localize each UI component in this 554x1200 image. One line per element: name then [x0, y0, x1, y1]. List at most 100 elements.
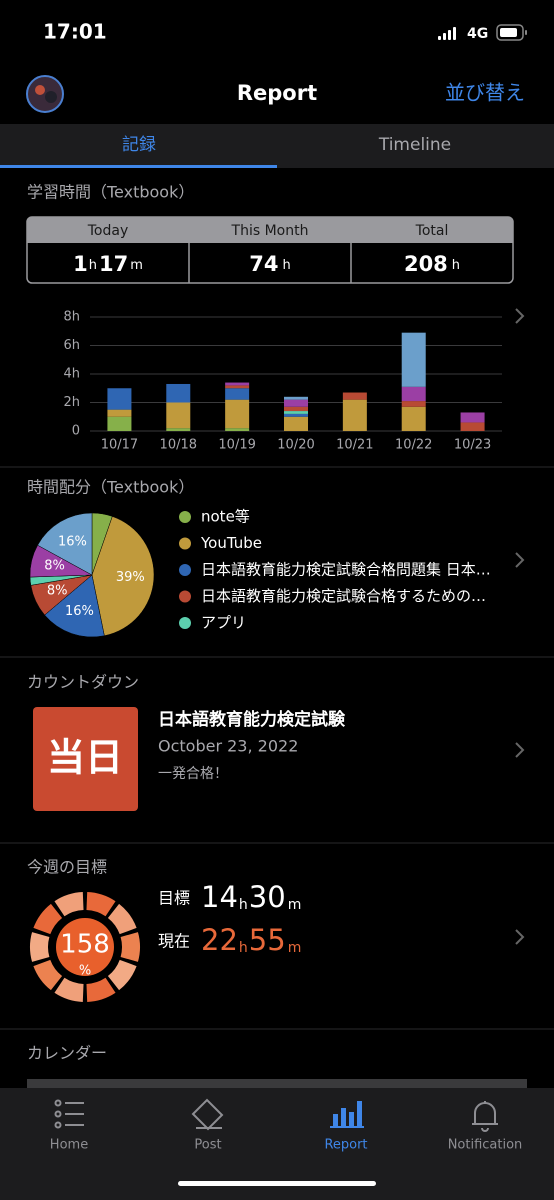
bar-segment [284, 413, 308, 417]
bar-segment [401, 332, 426, 387]
tab-label[interactable]: Report [324, 1138, 367, 1153]
ring-segment [107, 959, 137, 991]
column-label: Total [415, 223, 449, 239]
bar-segment [284, 399, 308, 407]
unit: h [282, 258, 290, 273]
bar-segment [401, 401, 426, 407]
unit: h [239, 940, 248, 956]
legend-label: 日本語教育能力検定試験合格するための… [201, 587, 486, 605]
bar-segment [284, 396, 308, 400]
slice-label: 39% [116, 570, 145, 585]
bar-segment [460, 412, 485, 423]
bar-segment [225, 388, 250, 400]
bar-segment [401, 406, 426, 431]
legend-swatch [179, 590, 191, 603]
today-value: 1h17 m [73, 252, 143, 276]
pie-slice [91, 516, 155, 637]
tab-label[interactable]: Home [50, 1138, 88, 1153]
x-tick-label: 10/20 [277, 438, 314, 453]
bar-segment [225, 428, 250, 431]
bar-segment [342, 399, 367, 431]
post-icon[interactable] [191, 1098, 224, 1131]
bar-segment [284, 411, 308, 414]
unit: m [288, 940, 302, 956]
number: 1 [73, 252, 88, 276]
bar-segment [107, 409, 132, 417]
tab[interactable]: 記録 [122, 135, 156, 155]
chevron[interactable] [515, 929, 525, 945]
countdown-name: 日本語教育能力検定試験 [158, 709, 346, 730]
bar-segment [342, 392, 367, 400]
signal-icon [438, 27, 456, 40]
legend-label: 日本語教育能力検定試験合格問題集 日本… [201, 561, 491, 579]
slice-label: 16% [65, 604, 94, 619]
y-tick-label: 4h [63, 367, 80, 382]
x-tick-label: 10/21 [336, 438, 373, 453]
section-title: カレンダー [27, 1044, 107, 1063]
section-title: 今週の目標 [27, 858, 107, 877]
y-tick-label: 2h [63, 395, 80, 410]
countdown-badge [33, 707, 138, 811]
percent: 158 [60, 930, 110, 960]
ring-segment [86, 892, 116, 917]
tab-label[interactable]: Notification [448, 1138, 523, 1153]
unit: h [239, 897, 248, 913]
pie-chart[interactable]: 39% 16% 8% 8% 16% note等 YouTube 日本語教育能力検定試験合格問題… [29, 508, 491, 638]
unit: m [130, 258, 143, 273]
slice-label: 8% [47, 584, 68, 599]
column-label: Today [87, 223, 129, 239]
bar-chart[interactable]: 0 2h 4h 6h 8h 10/17 10/18 10/19 10/20 10/21 10/22 1… [63, 310, 502, 453]
home-icon[interactable] [54, 1099, 85, 1129]
avatar[interactable] [26, 75, 64, 113]
tab[interactable]: Timeline [378, 135, 451, 155]
goal-ring [29, 892, 140, 1002]
bar-segment [460, 422, 485, 431]
bar-segment [225, 382, 250, 386]
ring-segment [33, 903, 63, 935]
bar-segment [166, 402, 191, 429]
x-tick-label: 10/18 [160, 438, 197, 453]
legend-swatch [179, 537, 191, 550]
legend-swatch [179, 511, 191, 523]
ring-segment [86, 977, 116, 1002]
x-tick-label: 10/17 [101, 438, 138, 453]
tab-strip [0, 124, 554, 168]
ring-segment [120, 932, 140, 962]
section-title: 時間配分（Textbook） [27, 478, 194, 497]
ring-center [56, 918, 114, 976]
sort-button[interactable]: 並び替え [445, 81, 525, 105]
x-tick-label: 10/23 [454, 438, 491, 453]
number: 30 [249, 880, 286, 914]
ring-segment [54, 977, 84, 1002]
section-title: 学習時間（Textbook） [27, 183, 194, 202]
tab-indicator [0, 165, 277, 168]
legend-label: note等 [201, 508, 250, 526]
notification-icon[interactable] [472, 1101, 498, 1132]
countdown-note: 一発合格！ [158, 766, 228, 782]
y-tick-label: 8h [63, 310, 80, 325]
bar-segment [107, 388, 132, 410]
chevron[interactable] [515, 552, 525, 568]
bar-segment [401, 386, 426, 402]
percent-sign: % [79, 964, 91, 979]
number: 17 [99, 252, 128, 276]
y-tick-label: 6h [63, 338, 80, 353]
tab-label[interactable]: Post [194, 1138, 221, 1153]
bar-segment [225, 399, 250, 429]
chevron[interactable] [515, 742, 525, 758]
report-icon[interactable] [330, 1101, 364, 1128]
header-title: Report [237, 81, 317, 105]
bar-segment [284, 416, 308, 431]
number: 208 [404, 252, 448, 276]
chevron[interactable] [515, 308, 525, 324]
ring-segment [33, 959, 63, 991]
y-tick-label: 0 [72, 424, 80, 439]
ring-segment [54, 892, 84, 917]
home-indicator [178, 1181, 376, 1186]
bar-segment [225, 385, 250, 389]
current-value: 22h55 m [201, 923, 301, 957]
goal-label: 目標 [158, 889, 190, 908]
unit: h [452, 258, 460, 273]
